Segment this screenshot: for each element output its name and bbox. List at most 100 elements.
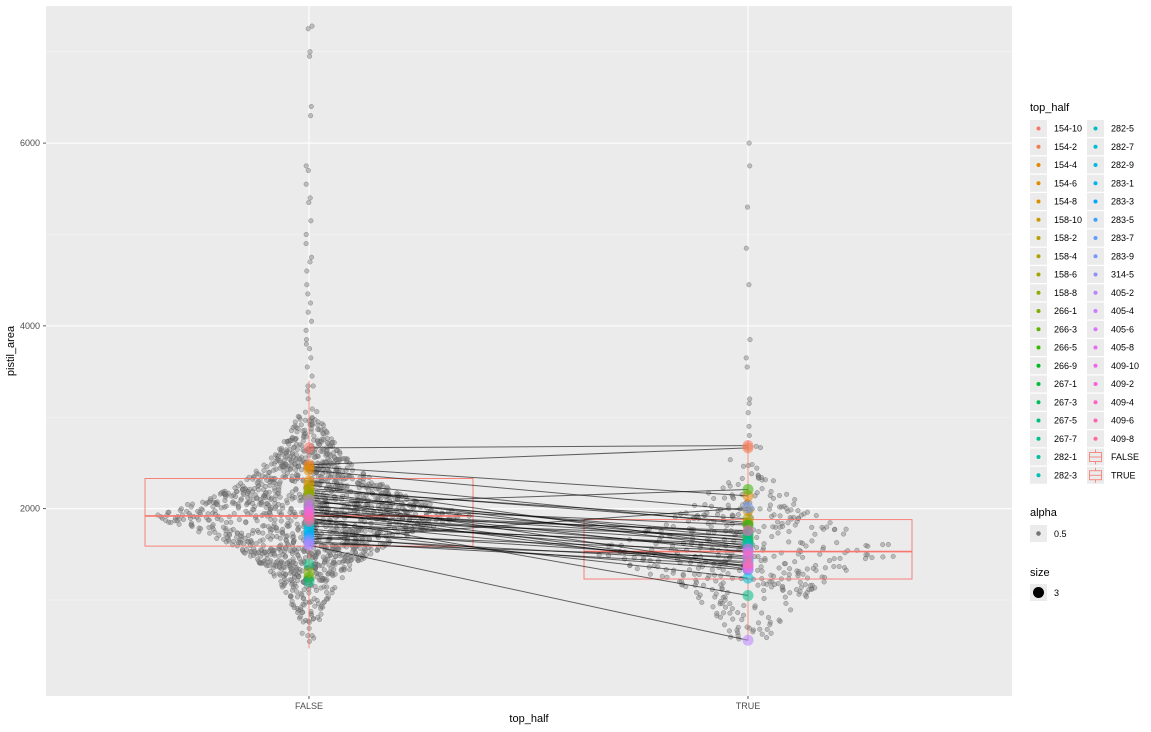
swarm-point: [761, 595, 767, 602]
genotype-point: [742, 483, 754, 495]
swarm-point: [282, 571, 289, 577]
swarm-point: [350, 548, 356, 555]
legend-key-point: [1093, 309, 1098, 313]
swarm-point: [711, 495, 717, 502]
swarm-point: [394, 490, 400, 496]
legend-key-point: [1036, 144, 1041, 149]
swarm-point: [821, 579, 827, 585]
swarm-point: [768, 630, 774, 636]
swarm-point: [722, 597, 728, 603]
swarm-point: [277, 458, 283, 464]
swarm-point: [274, 534, 280, 540]
swarm-point: [344, 483, 350, 489]
swarm-point: [278, 578, 284, 584]
swarm-point: [819, 524, 825, 530]
swarm-point: [349, 467, 355, 473]
swarm-point: [270, 533, 276, 540]
swarm-point: [318, 462, 324, 468]
swarm-point: [309, 633, 315, 639]
swarm-point: [318, 577, 324, 583]
swarm-point: [294, 429, 300, 435]
swarm-point: [314, 597, 320, 603]
swarm-point: [869, 555, 875, 561]
swarm-point: [288, 563, 294, 569]
swarm-point: [791, 501, 797, 507]
legend-key-point: [1093, 382, 1098, 386]
swarm-point: [223, 520, 229, 526]
swarm-point: [357, 475, 363, 481]
swarm-point: [762, 477, 768, 483]
y-tick-label: 2000: [20, 504, 40, 514]
swarm-point: [271, 467, 277, 473]
genotype-point: [742, 442, 754, 454]
swarm-point: [295, 577, 301, 584]
swarm-point: [260, 530, 266, 536]
swarm-point: [793, 587, 800, 593]
swarm-point: [238, 497, 244, 503]
swarm-point: [311, 433, 317, 439]
swarm-point: [734, 627, 740, 633]
swarm-point: [296, 573, 302, 579]
legend-key-size: [1033, 587, 1044, 598]
swarm-point: [265, 524, 272, 530]
swarm-point: [693, 589, 700, 595]
swarm-point: [178, 506, 184, 512]
legend-key-point: [1036, 290, 1041, 295]
swarm-point: [290, 450, 296, 456]
swarm-point: [288, 438, 294, 444]
legend-label: 267-3: [1054, 397, 1077, 407]
y-axis-title: pistil_area: [5, 325, 17, 376]
swarm-point: [813, 513, 819, 519]
swarm-point: [279, 530, 285, 536]
genotype-line: [308, 499, 749, 567]
swarm-point: [292, 494, 298, 501]
swarm-point: [291, 570, 297, 576]
swarm-point: [184, 501, 191, 507]
swarm-point: [323, 429, 329, 435]
swarm-point: [329, 571, 335, 577]
swarm-point: [196, 529, 202, 535]
swarm-point: [216, 532, 222, 538]
swarm-point: [285, 523, 291, 530]
swarm-point: [327, 458, 333, 464]
legend-key-point: [1036, 436, 1041, 441]
swarm-point: [720, 610, 727, 616]
swarm-point: [299, 592, 305, 598]
swarm-point: [767, 579, 773, 585]
swarm-point: [324, 589, 330, 595]
swarm-point: [797, 579, 803, 585]
swarm-point: [305, 396, 311, 402]
legend-label: FALSE: [1111, 452, 1139, 462]
swarm-point: [777, 504, 783, 510]
swarm-point: [304, 364, 310, 370]
swarm-point: [307, 49, 313, 55]
genotype-point: [742, 525, 754, 537]
swarm-point: [799, 540, 806, 546]
legend-key-point: [1093, 144, 1098, 149]
legend-key-alpha: [1036, 531, 1041, 536]
swarm-point: [233, 494, 239, 500]
swarm-point: [341, 567, 347, 573]
genotype-points: [303, 440, 754, 646]
swarm-point: [754, 534, 760, 541]
swarm-point: [293, 441, 300, 447]
genotype-line: [308, 447, 749, 466]
swarm-point: [288, 506, 294, 512]
swarm-point: [341, 564, 347, 570]
swarm-point: [360, 479, 366, 485]
swarm-point: [757, 445, 764, 451]
swarm-point: [307, 259, 313, 265]
swarm-point: [758, 558, 764, 564]
swarm-point: [313, 554, 319, 560]
swarm-point: [277, 446, 283, 452]
swarm-point: [836, 563, 842, 570]
swarm-point: [294, 594, 300, 600]
swarm-point: [841, 565, 848, 571]
swarm-point: [301, 587, 307, 593]
swarm-point: [304, 282, 310, 288]
genotype-line: [308, 488, 749, 523]
swarm-point: [338, 567, 344, 574]
swarm-point: [324, 584, 330, 590]
swarm-point: [229, 493, 235, 499]
swarm-point: [292, 419, 298, 425]
